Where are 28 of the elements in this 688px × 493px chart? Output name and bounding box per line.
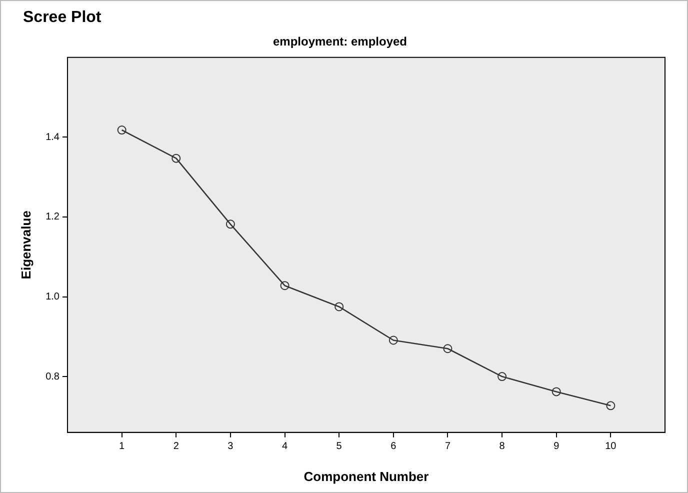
point	[172, 154, 181, 163]
point	[226, 220, 235, 229]
point	[334, 302, 344, 312]
y-tick-label: 0.8	[46, 371, 60, 382]
y-tick-label: 1.0	[46, 292, 60, 303]
point	[552, 387, 561, 396]
y-axis-title: Eigenvalue	[18, 210, 34, 280]
point	[443, 344, 452, 354]
point	[280, 281, 290, 290]
point	[117, 126, 126, 135]
x-tick-label: 5	[336, 441, 342, 452]
x-tick-label: 10	[605, 441, 617, 452]
point	[388, 336, 398, 345]
x-tick-label: 7	[444, 441, 451, 452]
chart-subtitle: employment: employed	[272, 34, 408, 49]
x-tick-label: 4	[282, 441, 288, 452]
x-tick-label: 8	[499, 441, 506, 452]
x-tick-label: 6	[390, 441, 397, 452]
y-tick-label: 1.2	[46, 212, 60, 223]
x-axis-title: Component Number	[304, 468, 429, 484]
x-tick-label: 2	[173, 441, 180, 452]
point	[606, 401, 616, 410]
x-tick-label: 3	[228, 441, 234, 452]
point	[498, 372, 507, 382]
y-tick-label: 1.4	[46, 132, 60, 143]
chart-title: Scree Plot	[23, 9, 102, 27]
x-tick-label: 1	[119, 441, 126, 452]
x-tick-label: 9	[554, 441, 560, 452]
